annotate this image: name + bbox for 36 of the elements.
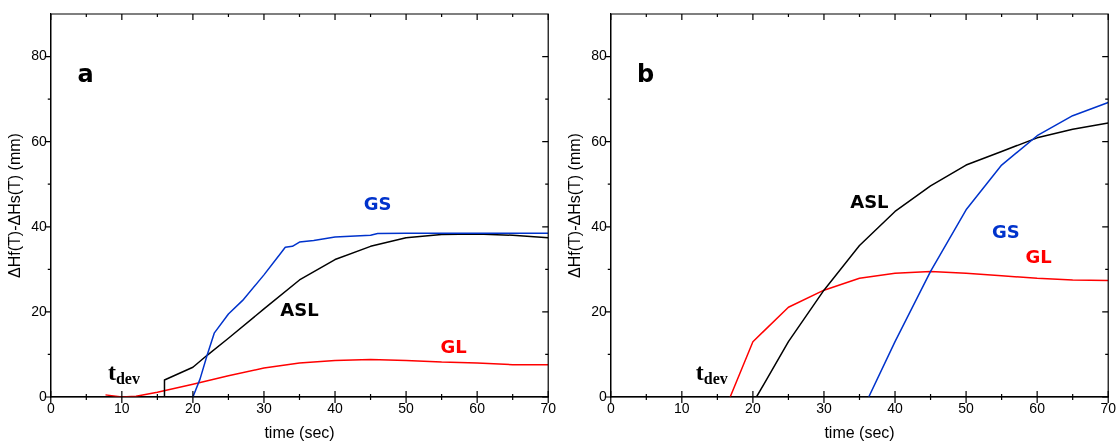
x-tick-label: 50 [958, 400, 975, 417]
series-label: GL [1025, 246, 1052, 268]
series-label: GS [363, 193, 392, 215]
series-label: GS [991, 221, 1020, 243]
series-label: ASL [850, 191, 889, 213]
y-tick-label: 0 [38, 387, 47, 404]
x-tick-label: 60 [469, 400, 486, 417]
x-tick-label: 20 [185, 400, 201, 417]
x-tick-label: 70 [1100, 400, 1117, 417]
x-tick-label: 70 [540, 400, 557, 417]
x-tick-label: 10 [674, 400, 690, 417]
y-axis-title: ΔHf(T)-ΔHs(T) (mm) [6, 133, 24, 278]
x-tick-label: 60 [1029, 400, 1046, 417]
y-tick-label: 80 [31, 47, 47, 64]
x-tick-label: 30 [816, 400, 832, 417]
series-label: GL [440, 336, 467, 358]
x-tick-label: 40 [887, 400, 904, 417]
y-tick-label: 0 [598, 387, 607, 404]
series-label: ASL [280, 298, 319, 320]
x-tick-label: 20 [745, 400, 761, 417]
x-axis-title: time (sec) [264, 423, 335, 441]
y-tick-label: 80 [591, 47, 607, 64]
y-tick-label: 60 [591, 132, 607, 149]
x-axis-title: time (sec) [824, 423, 895, 441]
annotation: a [77, 59, 94, 88]
x-tick-label: 30 [256, 400, 272, 417]
y-tick-label: 40 [31, 217, 47, 234]
x-tick-label: 50 [398, 400, 415, 417]
annotation: b [637, 59, 655, 88]
y-axis-title: ΔHf(T)-ΔHs(T) (mm) [566, 133, 584, 278]
x-tick-label: 40 [327, 400, 344, 417]
y-tick-label: 40 [591, 217, 607, 234]
y-tick-label: 20 [591, 302, 607, 319]
y-tick-label: 60 [31, 132, 47, 149]
y-tick-label: 20 [31, 302, 47, 319]
x-tick-label: 10 [114, 400, 130, 417]
